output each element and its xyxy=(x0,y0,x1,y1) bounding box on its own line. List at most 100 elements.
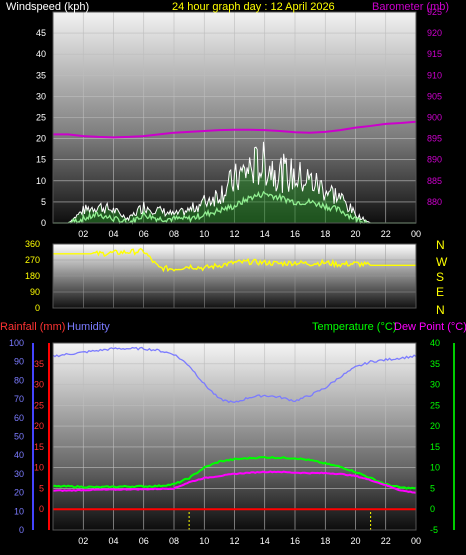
tick-label-rain: 20 xyxy=(34,421,44,431)
panel2-series xyxy=(53,247,416,273)
tick-label-barometer: 880 xyxy=(427,197,442,207)
tick-label-direction: 0 xyxy=(35,303,40,313)
panel-wind-direction: 0 90 180 270 360 N W S E N xyxy=(25,238,448,317)
dewpoint-label: Dew Point (°C) xyxy=(394,321,466,333)
tick-label-barometer: 895 xyxy=(427,134,442,144)
tick-label-wind: 15 xyxy=(36,155,46,165)
tick-label-rain: 10 xyxy=(34,463,44,473)
tick-label-barometer: 910 xyxy=(427,70,442,80)
tick-label-hour: 08 xyxy=(169,536,179,546)
tick-label-hour: 14 xyxy=(260,229,270,239)
tick-label-wind: 10 xyxy=(36,176,46,186)
tick-label-humidity: 90 xyxy=(14,357,24,367)
wind-average-line xyxy=(53,190,416,225)
tick-label-hour: 12 xyxy=(229,536,239,546)
tick-label-hour: 08 xyxy=(169,229,179,239)
tick-label-barometer: 890 xyxy=(427,155,442,165)
tick-label-temperature: 5 xyxy=(430,483,435,493)
tick-label-rain: 30 xyxy=(34,380,44,390)
tick-label-rain: 0 xyxy=(39,504,44,514)
panel3-frame xyxy=(52,342,417,531)
tick-label-wind: 30 xyxy=(36,91,46,101)
tick-label-temperature: 25 xyxy=(430,400,440,410)
tick-label-wind: 25 xyxy=(36,113,46,123)
tick-label-hour: 20 xyxy=(350,536,360,546)
tick-label-wind: 45 xyxy=(36,28,46,38)
tick-label-temperature: 15 xyxy=(430,442,440,452)
tick-label-hour: 06 xyxy=(139,536,149,546)
compass-s: S xyxy=(436,270,444,284)
tick-label-temperature: 30 xyxy=(430,380,440,390)
tick-label-temperature: -5 xyxy=(430,525,438,535)
dewpoint-line xyxy=(52,470,417,494)
tick-label-barometer: 925 xyxy=(427,7,442,17)
tick-label-hour: 12 xyxy=(229,229,239,239)
tick-label-hour: 20 xyxy=(350,229,360,239)
tick-label-rain: 5 xyxy=(39,483,44,493)
tick-label-humidity: 50 xyxy=(14,432,24,442)
tick-label-barometer: 900 xyxy=(427,113,442,123)
tick-label-hour: 22 xyxy=(381,229,391,239)
tick-label-temperature: 35 xyxy=(430,359,440,369)
rainfall-label: Rainfall (mm) xyxy=(0,321,65,333)
tick-label-temperature: 10 xyxy=(430,463,440,473)
panel3-series xyxy=(52,346,417,530)
tick-label-wind: 35 xyxy=(36,70,46,80)
tick-label-barometer: 905 xyxy=(427,91,442,101)
tick-label-hour: 16 xyxy=(290,229,300,239)
tick-label-direction: 360 xyxy=(25,239,40,249)
tick-label-hour: 02 xyxy=(78,229,88,239)
tick-label-humidity: 0 xyxy=(19,525,24,535)
temperature-line xyxy=(52,455,417,490)
panel2-ticks: 0 90 180 270 360 xyxy=(25,239,40,313)
tick-label-hour: 04 xyxy=(108,229,118,239)
panel3-ticks: -505101520253035400102030405060708090100… xyxy=(9,338,440,546)
tick-label-hour: 22 xyxy=(381,536,391,546)
tick-label-wind: 20 xyxy=(36,134,46,144)
tick-label-humidity: 80 xyxy=(14,375,24,385)
tick-label-hour: 10 xyxy=(199,536,209,546)
tick-label-hour: 14 xyxy=(260,536,270,546)
panel1-ticks: 0 5 10 15 20 25 30 35 40 45 880 885 890 895 900 905 910 9… xyxy=(36,7,442,239)
tick-label-rain: 15 xyxy=(34,442,44,452)
panel-temp-humidity-rain: -505101520253035400102030405060708090100… xyxy=(0,321,466,546)
windspeed-line xyxy=(53,141,416,224)
tick-label-humidity: 20 xyxy=(14,488,24,498)
tick-label-direction: 90 xyxy=(30,287,40,297)
humidity-line xyxy=(52,346,417,404)
tick-label-temperature: 0 xyxy=(430,504,435,514)
tick-label-temperature: 40 xyxy=(430,338,440,348)
tick-label-humidity: 30 xyxy=(14,469,24,479)
tick-label-wind: 40 xyxy=(36,49,46,59)
tick-label-rain: 35 xyxy=(34,359,44,369)
tick-label-barometer: 920 xyxy=(427,28,442,38)
tick-label-temperature: 20 xyxy=(430,421,440,431)
tick-label-hour: 00 xyxy=(411,536,421,546)
tick-label-hour: 16 xyxy=(290,536,300,546)
windspeed-label: Windspeed (kph) xyxy=(6,1,89,13)
tick-label-humidity: 40 xyxy=(14,450,24,460)
tick-label-humidity: 100 xyxy=(9,338,24,348)
tick-label-direction: 180 xyxy=(25,271,40,281)
tick-label-hour: 02 xyxy=(78,536,88,546)
chart-title: 24 hour graph day : 12 April 2026 xyxy=(172,1,335,13)
tick-label-hour: 06 xyxy=(139,229,149,239)
tick-label-hour: 18 xyxy=(320,536,330,546)
compass-n-bottom: N xyxy=(436,303,445,317)
panel2-frame xyxy=(52,243,417,309)
tick-label-hour: 00 xyxy=(411,229,421,239)
panel-wind-barometer: 0 5 10 15 20 25 30 35 40 45 880 885 890 895 900 905 910 9… xyxy=(6,1,449,239)
tick-label-wind: 0 xyxy=(41,218,46,228)
compass-e: E xyxy=(436,285,444,299)
tick-label-direction: 270 xyxy=(25,255,40,265)
humidity-label: Humidity xyxy=(67,321,110,333)
tick-label-humidity: 10 xyxy=(14,506,24,516)
panel1-frame xyxy=(52,11,417,224)
panel1-grid xyxy=(53,12,416,224)
tick-label-wind: 5 xyxy=(41,197,46,207)
tick-label-barometer: 885 xyxy=(427,176,442,186)
tick-label-humidity: 70 xyxy=(14,394,24,404)
compass-n-top: N xyxy=(436,238,445,252)
tick-label-barometer: 915 xyxy=(427,49,442,59)
